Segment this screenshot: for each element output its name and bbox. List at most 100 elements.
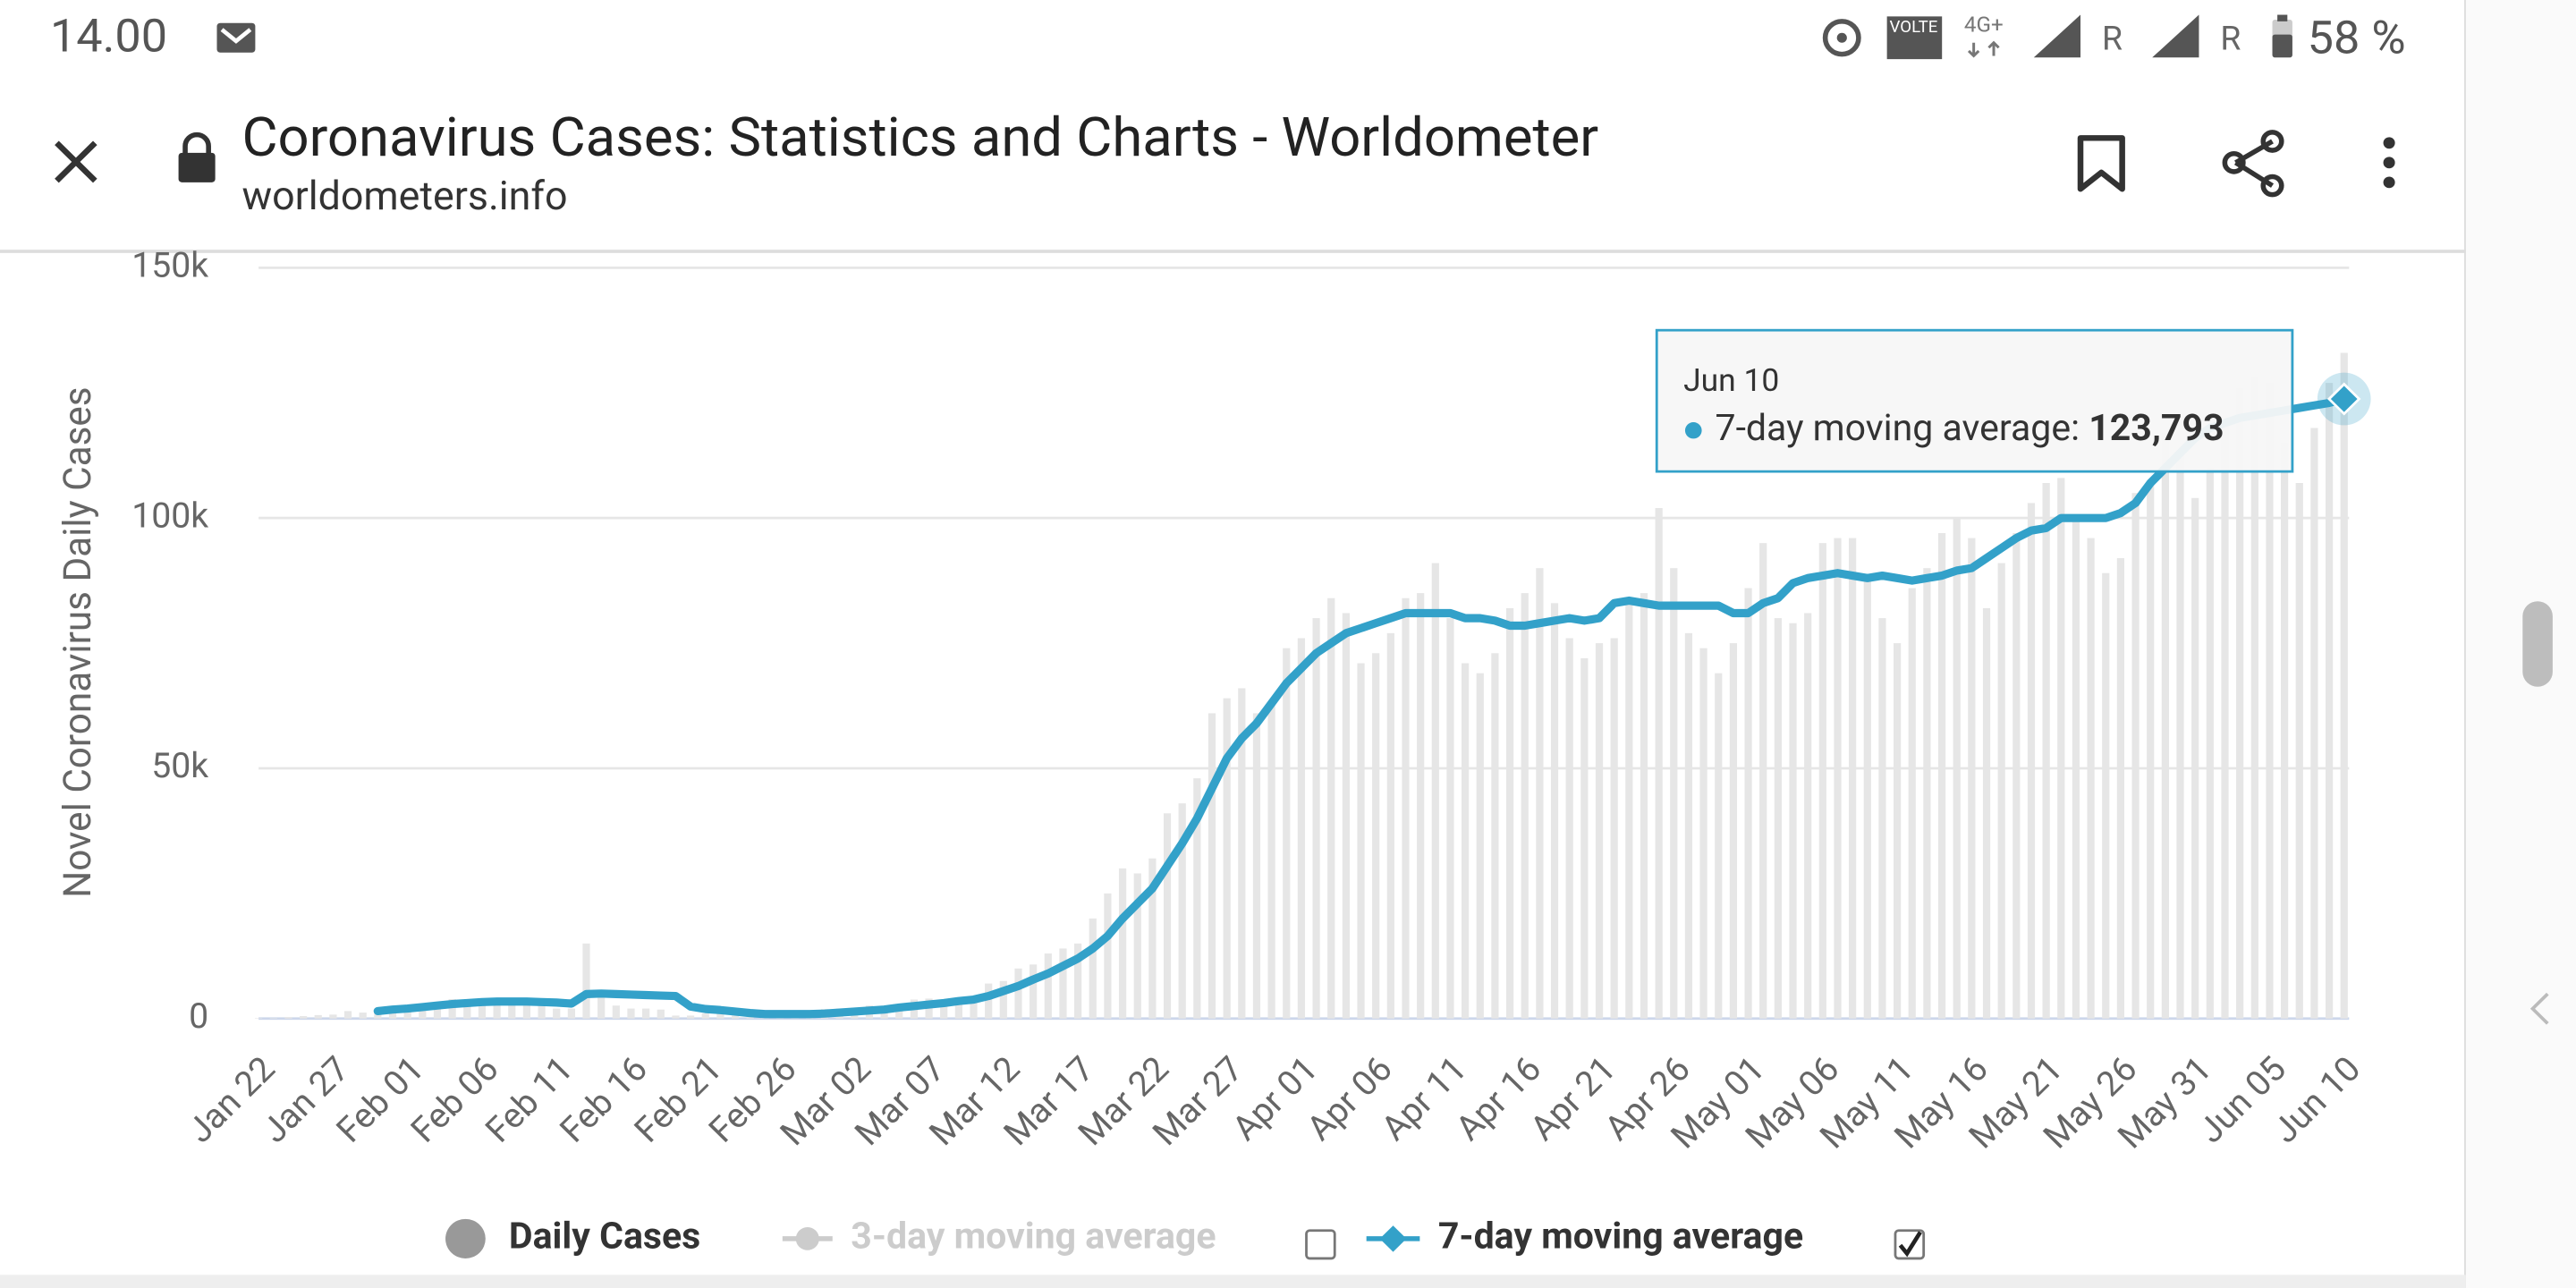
bar (1044, 953, 1052, 1019)
bar (1208, 713, 1216, 1019)
bar (1550, 603, 1559, 1019)
tooltip-dot (1684, 422, 1702, 439)
bar (1774, 618, 1782, 1019)
bar (463, 1000, 471, 1019)
bar (1014, 968, 1022, 1019)
bar (2102, 572, 2110, 1019)
bar (954, 1000, 962, 1019)
bar (895, 1004, 903, 1019)
browser-bar-border (0, 250, 2466, 253)
bar (1476, 673, 1484, 1019)
legend-checkbox[interactable] (1305, 1229, 1336, 1260)
bar (1937, 532, 1946, 1019)
side-strip (2465, 0, 2576, 1288)
bar (508, 1004, 516, 1019)
bar (1267, 703, 1275, 1019)
menu-button[interactable] (2383, 137, 2395, 189)
bar (1580, 657, 1589, 1019)
bar (538, 1005, 546, 1019)
bar (1402, 597, 1410, 1019)
volte-label: VOLTE (1890, 17, 1938, 37)
bar (448, 998, 456, 1019)
bar (999, 980, 1007, 1019)
bar (1386, 632, 1394, 1019)
bar (1446, 618, 1454, 1019)
bar (1238, 688, 1246, 1019)
checkbox-check[interactable] (1898, 1231, 1922, 1258)
bar (2221, 422, 2229, 1019)
bar (1640, 593, 1648, 1019)
close-button[interactable] (55, 140, 97, 183)
share-button[interactable] (2222, 130, 2284, 198)
bar (2012, 532, 2021, 1019)
bar (1953, 518, 1961, 1019)
data-arrows (1967, 40, 2000, 58)
bar (329, 1014, 337, 1019)
legend-label[interactable]: Daily Cases (509, 1215, 700, 1258)
bar (2266, 383, 2274, 1019)
bar (1818, 543, 1826, 1019)
bar (1357, 663, 1365, 1019)
bar (2310, 428, 2318, 1019)
bar (2131, 493, 2140, 1019)
bar (1462, 663, 1470, 1019)
legend-symbol[interactable] (1379, 1225, 1407, 1252)
page-url[interactable]: worldometers.info (242, 173, 567, 219)
bar (1610, 638, 1618, 1019)
bar (657, 1009, 665, 1019)
bar (1193, 778, 1201, 1019)
legend-label[interactable]: 7-day moving average (1438, 1215, 1803, 1258)
bar (672, 1015, 680, 1019)
bar (359, 1013, 367, 1019)
bar (522, 1003, 531, 1019)
legend-label[interactable]: 3-day moving average (851, 1215, 1216, 1258)
bar (642, 1008, 650, 1019)
bar (1118, 868, 1127, 1019)
bar (478, 1002, 487, 1019)
legend-symbol[interactable] (795, 1227, 819, 1250)
bar (985, 983, 993, 1019)
bar (1804, 613, 1812, 1019)
legend-symbol[interactable] (445, 1218, 486, 1258)
edge-handle[interactable] (2529, 992, 2549, 1025)
bar (2206, 468, 2214, 1019)
roaming-label: R (2220, 21, 2241, 59)
bar (2340, 352, 2348, 1019)
y-axis-title: Novel Coronavirus Daily Cases (56, 386, 100, 898)
bar (2116, 557, 2125, 1019)
bar (1715, 673, 1723, 1019)
tooltip-value: 123,793 (2089, 406, 2224, 449)
bar (1074, 943, 1082, 1019)
y-tick-label: 150k (131, 246, 208, 286)
bottom-edge (0, 1275, 2466, 1288)
bar (1104, 893, 1112, 1019)
volte-icon (1886, 16, 1943, 60)
bookmark-button[interactable] (2077, 135, 2125, 192)
battery-icon (2272, 14, 2292, 58)
bar (731, 1015, 740, 1019)
sync-icon (1822, 19, 1861, 57)
lock-icon (178, 131, 216, 182)
bar (299, 1015, 308, 1019)
bar (597, 993, 606, 1019)
scroll-thumb[interactable] (2522, 601, 2553, 687)
page-title: Coronavirus Cases: Statistics and Charts… (242, 105, 1598, 168)
bar (1968, 538, 1976, 1019)
bar (2161, 433, 2169, 1019)
y-tick-label: 0 (189, 996, 208, 1037)
bar (2027, 503, 2036, 1019)
bar (1030, 964, 1038, 1019)
bar (2281, 443, 2289, 1019)
bar (343, 1011, 352, 1019)
bar (255, 1018, 263, 1019)
bar (433, 1002, 442, 1019)
bar (686, 1015, 695, 1019)
bar (1893, 643, 1902, 1019)
bar (1372, 653, 1380, 1019)
bar (567, 1008, 575, 1019)
tooltip-label: 7-day moving average: (1716, 406, 2080, 449)
bar (2295, 483, 2303, 1019)
bar (1133, 873, 1141, 1019)
